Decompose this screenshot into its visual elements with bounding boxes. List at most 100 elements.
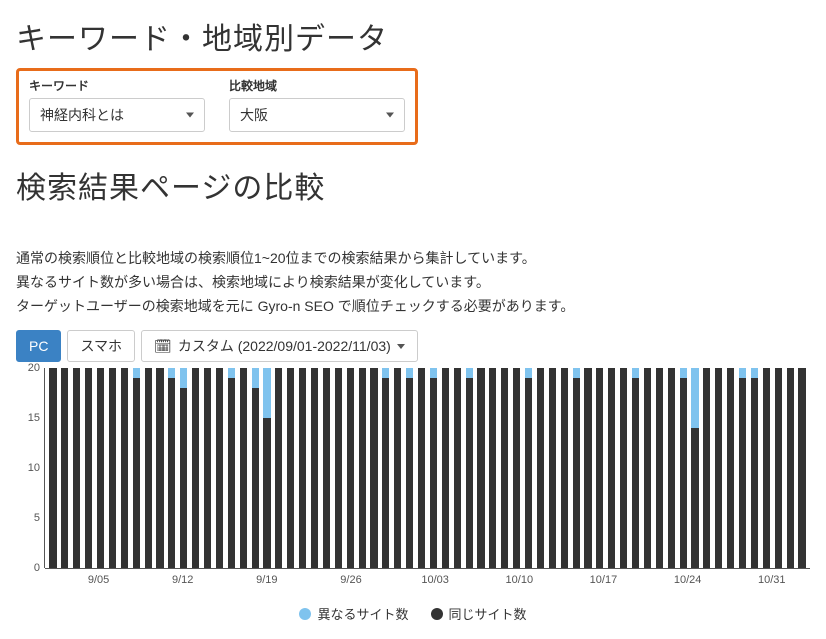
bar-column <box>273 368 285 568</box>
bar-diff <box>573 368 580 378</box>
legend-diff-label: 異なるサイト数 <box>317 607 408 622</box>
bar-same <box>775 368 782 568</box>
toolbar: PC スマホ 🗓 カスタム (2022/09/01-2022/11/03) <box>16 330 810 362</box>
bar-column <box>653 368 665 568</box>
x-axis-line <box>45 568 810 569</box>
y-tick: 10 <box>28 462 40 474</box>
bar-same <box>347 368 354 568</box>
bar-same <box>739 378 746 568</box>
bar-same <box>145 368 152 568</box>
y-tick: 20 <box>28 362 40 374</box>
bar-column <box>118 368 130 568</box>
keyword-select[interactable]: 神経内科とは <box>29 98 205 132</box>
bar-column <box>47 368 59 568</box>
bar-column <box>344 368 356 568</box>
bar-same <box>168 378 175 568</box>
bar-same <box>525 378 532 568</box>
caret-down-icon <box>386 113 394 118</box>
bar-column <box>392 368 404 568</box>
bar-column <box>297 368 309 568</box>
bar-column <box>166 368 178 568</box>
bar-same <box>561 368 568 568</box>
bar-same <box>85 368 92 568</box>
x-tick: 10/03 <box>421 574 449 586</box>
plot-area <box>45 368 810 568</box>
bar-column <box>677 368 689 568</box>
bar-same <box>787 368 794 568</box>
region-value: 大阪 <box>240 105 268 125</box>
region-select[interactable]: 大阪 <box>229 98 405 132</box>
bar-same <box>715 368 722 568</box>
bar-diff <box>228 368 235 378</box>
y-tick: 0 <box>34 562 40 574</box>
bar-column <box>546 368 558 568</box>
bar-column <box>154 368 166 568</box>
tab-smartphone[interactable]: スマホ <box>67 330 135 362</box>
legend: 異なるサイト数 同じサイト数 <box>16 604 810 623</box>
bar-same <box>680 378 687 568</box>
bar-same <box>216 368 223 568</box>
page-title-1: キーワード・地域別データ <box>16 14 810 58</box>
bar-column <box>772 368 784 568</box>
bar-same <box>668 368 675 568</box>
description: 通常の検索順位と比較地域の検索順位1~20位までの検索結果から集計しています。 … <box>16 247 810 318</box>
bar-same <box>620 368 627 568</box>
bar-diff <box>430 368 437 378</box>
bar-column <box>665 368 677 568</box>
date-range-select[interactable]: 🗓 カスタム (2022/09/01-2022/11/03) <box>141 330 418 362</box>
bar-same <box>299 368 306 568</box>
x-axis: 9/059/129/199/2610/0310/1010/1710/2410/3… <box>45 568 810 598</box>
bar-column <box>285 368 297 568</box>
bar-column <box>606 368 618 568</box>
desc-line-3: ターゲットユーザーの検索地域を元に Gyro-n SEO で順位チェックする必要… <box>16 295 810 319</box>
bar-same <box>382 378 389 568</box>
bar-column <box>630 368 642 568</box>
x-tick: 10/10 <box>506 574 534 586</box>
bar-same <box>513 368 520 568</box>
tab-pc[interactable]: PC <box>16 330 61 362</box>
bar-same <box>549 368 556 568</box>
bar-same <box>632 378 639 568</box>
keyword-label: キーワード <box>29 77 205 94</box>
bar-column <box>106 368 118 568</box>
bar-column <box>309 368 321 568</box>
bar-same <box>204 368 211 568</box>
bar-column <box>594 368 606 568</box>
x-tick: 9/05 <box>88 574 109 586</box>
bar-column <box>83 368 95 568</box>
bar-same <box>97 368 104 568</box>
bar-same <box>537 368 544 568</box>
bar-column <box>249 368 261 568</box>
bar-same <box>156 368 163 568</box>
bar-same <box>180 388 187 568</box>
caret-down-icon <box>397 344 405 349</box>
bar-column <box>404 368 416 568</box>
bar-same <box>323 368 330 568</box>
bar-same <box>192 368 199 568</box>
bar-column <box>570 368 582 568</box>
bar-same <box>656 368 663 568</box>
bar-column <box>142 368 154 568</box>
bar-column <box>701 368 713 568</box>
bar-same <box>109 368 116 568</box>
bar-same <box>418 368 425 568</box>
y-tick: 15 <box>28 412 40 424</box>
bar-column <box>237 368 249 568</box>
desc-line-2: 異なるサイト数が多い場合は、検索地域により検索結果が変化しています。 <box>16 271 810 295</box>
bar-column <box>428 368 440 568</box>
legend-same-label: 同じサイト数 <box>449 607 527 622</box>
desc-line-1: 通常の検索順位と比較地域の検索順位1~20位までの検索結果から集計しています。 <box>16 247 810 271</box>
keyword-value: 神経内科とは <box>40 105 124 125</box>
bar-column <box>535 368 547 568</box>
bar-same <box>370 368 377 568</box>
page-title-2: 検索結果ページの比較 <box>16 163 810 207</box>
legend-same-dot <box>431 608 443 620</box>
bar-same <box>454 368 461 568</box>
bar-diff <box>180 368 187 388</box>
bar-same <box>430 378 437 568</box>
bar-diff <box>691 368 698 428</box>
bar-same <box>644 368 651 568</box>
bar-same <box>489 368 496 568</box>
bar-same <box>477 368 484 568</box>
bar-same <box>73 368 80 568</box>
